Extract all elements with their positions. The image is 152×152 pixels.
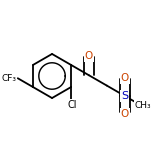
- Text: O: O: [85, 51, 93, 61]
- Text: Cl: Cl: [68, 100, 77, 110]
- Text: CH₃: CH₃: [135, 101, 151, 110]
- Text: O: O: [121, 73, 129, 83]
- Text: O: O: [121, 109, 129, 119]
- Text: CF₃: CF₃: [1, 74, 16, 83]
- Text: S: S: [121, 91, 128, 101]
